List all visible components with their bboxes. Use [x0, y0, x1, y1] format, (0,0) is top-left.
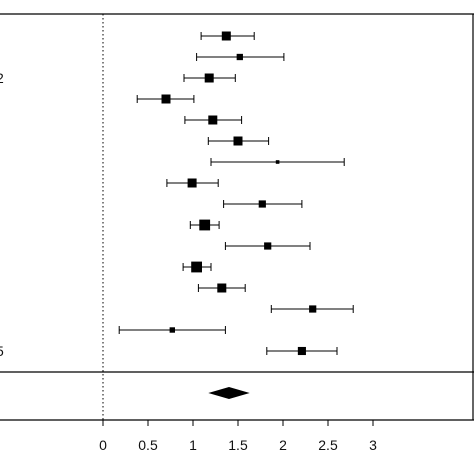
study-row — [166, 178, 219, 188]
study-row — [210, 158, 345, 166]
x-tick-label: 0.5 — [138, 437, 158, 453]
study-row — [200, 31, 255, 41]
point-estimate — [297, 346, 306, 356]
point-estimate — [217, 283, 227, 293]
study-row — [184, 115, 243, 125]
point-estimate — [161, 94, 171, 104]
study-row — [189, 219, 220, 231]
study-row — [223, 200, 303, 208]
study-label: 5 — [0, 343, 4, 359]
x-tick-label: 2 — [279, 437, 287, 453]
study-row — [207, 136, 270, 146]
study-row: 5 — [0, 343, 338, 359]
study-row — [197, 283, 246, 293]
summary-diamond — [208, 387, 250, 399]
point-estimate — [264, 242, 272, 250]
x-axis: 0 0.5 1 1.5 2 2.5 3 — [99, 420, 377, 453]
point-estimate — [199, 219, 211, 231]
point-estimate — [187, 178, 197, 188]
study-label: 2 — [0, 70, 4, 86]
study-row — [270, 305, 354, 313]
x-tick-label: 2.5 — [318, 437, 338, 453]
point-estimate — [233, 136, 243, 146]
x-tick-label: 1.5 — [228, 437, 248, 453]
study-row — [224, 242, 311, 250]
point-estimate — [208, 115, 218, 125]
plot-frame — [0, 13, 474, 421]
study-row — [196, 53, 285, 61]
x-tick-label: 0 — [99, 437, 107, 453]
point-estimate — [204, 73, 214, 83]
study-row — [182, 261, 212, 273]
point-estimate — [309, 305, 317, 313]
point-estimate — [236, 53, 243, 61]
x-tick-label: 1 — [189, 437, 197, 453]
point-estimate — [275, 160, 280, 164]
summary-group — [208, 387, 250, 399]
point-estimate — [169, 327, 175, 333]
study-rows: 25 — [0, 31, 354, 359]
point-estimate — [258, 200, 266, 208]
point-estimate — [191, 261, 202, 273]
study-row — [136, 94, 195, 104]
study-row: 2 — [0, 70, 236, 86]
x-tick-label: 3 — [369, 437, 377, 453]
study-row — [118, 326, 226, 334]
point-estimate — [221, 31, 231, 41]
